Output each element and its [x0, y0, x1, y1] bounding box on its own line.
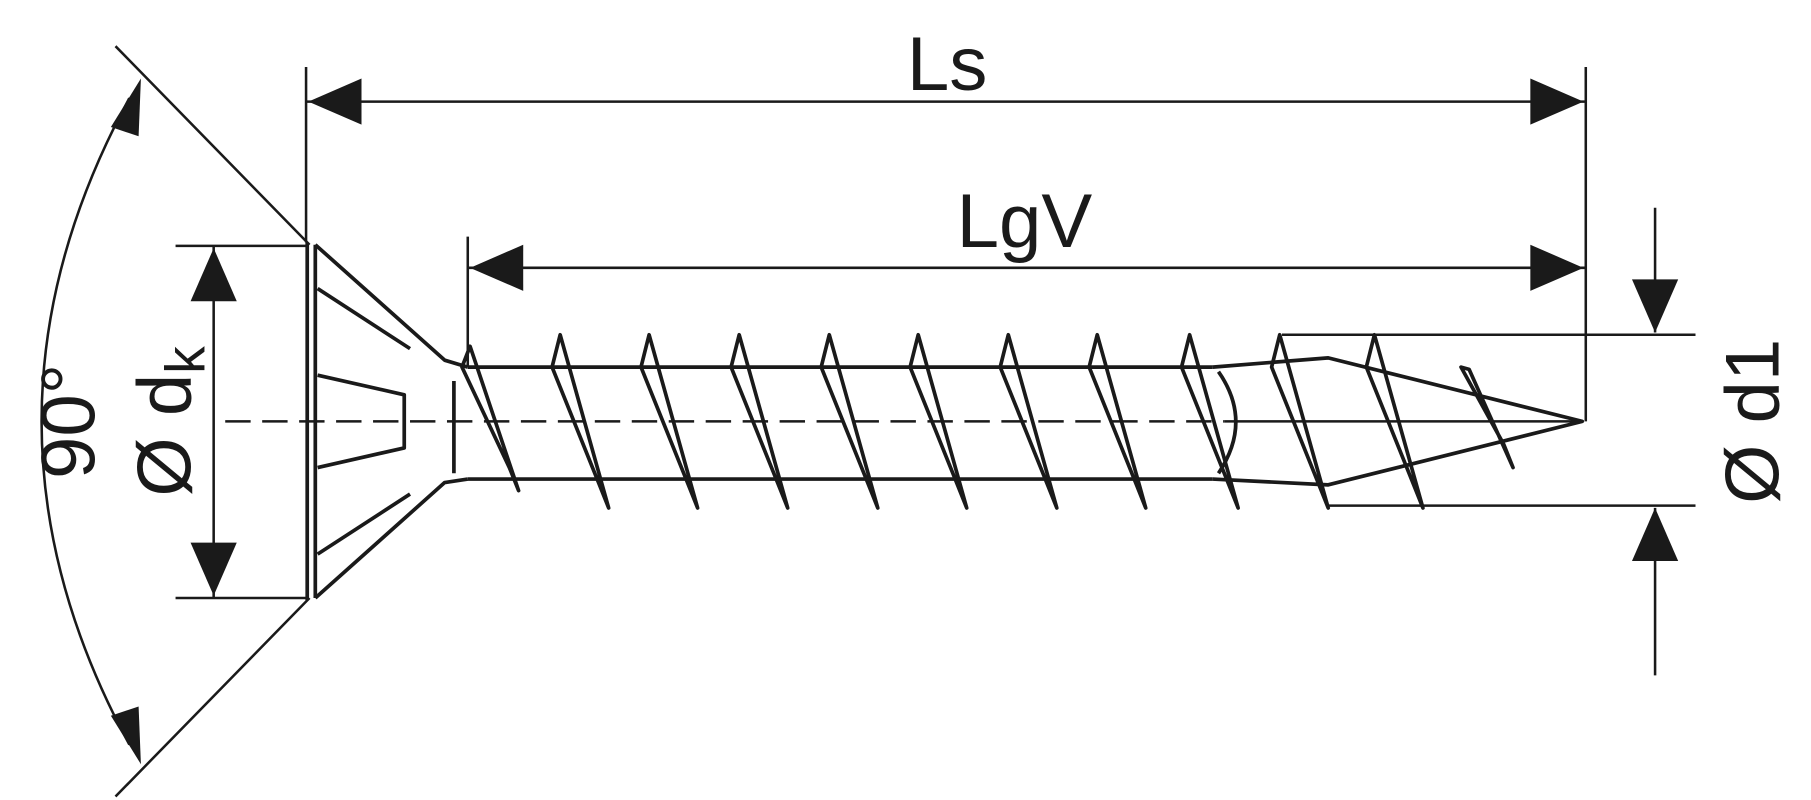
thread-turn [908, 332, 969, 510]
thread-turn [550, 332, 611, 510]
head-angle-lines [40, 45, 311, 798]
thread-turn [1364, 332, 1425, 510]
thread-turn [1179, 332, 1240, 510]
thread-turn [998, 332, 1059, 510]
thread-turn [819, 332, 880, 510]
label-d1: Ø d1 [1711, 339, 1796, 504]
dimension-d1: Ø d1 [1282, 207, 1796, 676]
dimension-ls: Ls [304, 22, 1588, 422]
dimension-dk: Ø dk 90° [27, 244, 308, 600]
thread-turn [1459, 365, 1515, 470]
thread-turn [1269, 332, 1331, 510]
dimension-lgv: LgV [466, 179, 1586, 368]
label-ls: Ls [907, 22, 987, 107]
label-lgv: LgV [957, 179, 1093, 264]
label-dk: Ø dk [123, 346, 217, 497]
label-angle: 90° [27, 364, 112, 479]
thread-turn [729, 332, 790, 510]
screw-threads [460, 332, 1515, 510]
thread-turn [1087, 332, 1148, 510]
thread-turn [639, 332, 700, 510]
screw-shank [225, 356, 1585, 487]
